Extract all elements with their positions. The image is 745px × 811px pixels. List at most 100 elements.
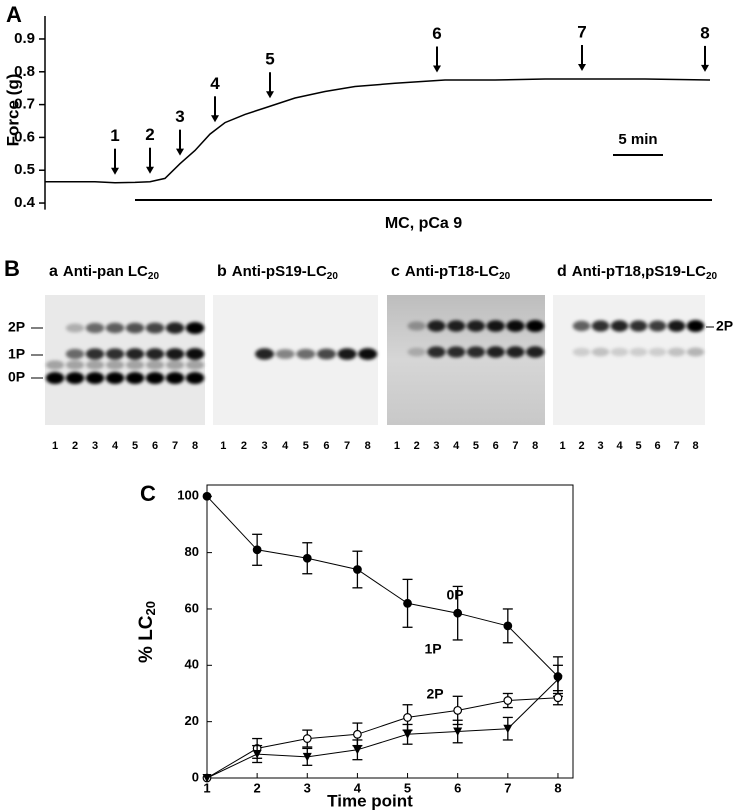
- blot-label-sub: 20: [327, 271, 339, 282]
- band: [85, 372, 105, 384]
- series-line: [206, 495, 559, 677]
- data-point: [352, 745, 362, 755]
- band: [65, 323, 85, 333]
- x-tick-label: 5: [404, 780, 411, 795]
- panel-letter: B: [4, 256, 20, 281]
- band: [105, 322, 125, 334]
- time-point-label: 4: [210, 74, 220, 93]
- time-point-label: 7: [577, 22, 586, 41]
- arrow-head: [176, 148, 184, 156]
- band: [447, 320, 466, 332]
- data-point: [453, 705, 463, 715]
- x-tick-label: 2: [254, 780, 261, 795]
- band: [629, 347, 648, 357]
- band: [125, 348, 145, 360]
- band-label: 2P: [8, 319, 25, 335]
- lane-label: 3: [92, 440, 98, 452]
- arrow-head: [211, 115, 219, 123]
- time-point-label: 3: [175, 107, 184, 126]
- lane-label: 5: [132, 440, 138, 452]
- arrow-head: [701, 64, 709, 72]
- band: [185, 348, 205, 360]
- arrow-head: [433, 65, 441, 73]
- band: [65, 372, 85, 384]
- band: [407, 347, 426, 357]
- lane-label: 1: [559, 440, 565, 452]
- y-axis-label-sub: 20: [143, 601, 158, 615]
- data-point: [302, 734, 312, 743]
- band: [486, 320, 505, 332]
- scale-bar-label: 5 min: [618, 131, 657, 148]
- y-tick-label: 0.6: [14, 128, 35, 145]
- band: [407, 321, 426, 331]
- y-tick-label: 0.9: [14, 30, 35, 47]
- lane-label: 6: [152, 440, 158, 452]
- y-tick-label: 0.4: [14, 194, 36, 211]
- x-axis-label: Time point: [327, 791, 413, 810]
- band: [667, 347, 686, 357]
- data-point: [503, 696, 513, 705]
- band: [45, 360, 65, 370]
- y-tick-label: 40: [185, 657, 199, 672]
- blot-label: Anti-pan LC: [63, 263, 148, 280]
- data-point: [453, 608, 463, 618]
- band: [572, 347, 591, 357]
- band-label: 2P: [716, 318, 733, 334]
- lane-label: 6: [654, 440, 660, 452]
- band: [255, 348, 275, 360]
- band: [65, 348, 85, 360]
- lane-label: 4: [453, 440, 460, 452]
- band-label: 0P: [8, 369, 25, 385]
- data-point: [302, 553, 312, 563]
- band: [165, 360, 185, 370]
- x-tick-label: 4: [354, 780, 362, 795]
- band: [145, 348, 165, 360]
- lane-label: 8: [365, 440, 371, 452]
- data-point: [302, 752, 312, 762]
- series-label: 0P: [446, 587, 463, 603]
- time-point-label: 5: [265, 50, 274, 69]
- blot-title: a Anti-pan LC20: [49, 263, 159, 282]
- blot-title: d Anti-pT18,pS19-LC20: [557, 263, 718, 282]
- data-point: [252, 750, 262, 759]
- data-point: [202, 491, 212, 501]
- x-tick-label: 3: [304, 780, 311, 795]
- blot-label-sub: 20: [499, 271, 511, 282]
- band: [85, 360, 105, 370]
- data-point: [353, 729, 362, 739]
- band: [648, 347, 667, 357]
- y-tick-label: 20: [185, 713, 199, 728]
- lane-label: 8: [192, 440, 198, 452]
- lane-label: 3: [433, 440, 439, 452]
- lane-label: 4: [282, 440, 289, 452]
- band: [125, 372, 145, 384]
- band: [65, 360, 85, 370]
- band: [686, 347, 705, 357]
- blot-title: c Anti-pT18-LC20: [391, 263, 511, 282]
- lane-label: 3: [597, 440, 603, 452]
- band: [165, 348, 185, 360]
- data-point: [503, 621, 513, 631]
- band: [145, 322, 165, 334]
- blot-title: b Anti-pS19-LC20: [217, 263, 338, 282]
- lane-label: 1: [220, 440, 226, 452]
- panel-letter: C: [140, 481, 156, 506]
- y-tick-label: 0.7: [14, 96, 35, 113]
- blot: [553, 295, 705, 425]
- band: [591, 347, 610, 357]
- band: [506, 346, 525, 358]
- y-tick-label: 60: [185, 600, 199, 615]
- band: [145, 360, 165, 370]
- y-axis-label-main: % LC: [136, 615, 157, 663]
- band: [466, 320, 485, 332]
- plot-frame: [206, 484, 574, 779]
- band: [85, 322, 105, 334]
- blot-label-sub: 20: [148, 271, 160, 282]
- lane-label: 3: [262, 440, 268, 452]
- band: [145, 372, 165, 384]
- time-point-label: 1: [110, 126, 119, 145]
- y-tick-label: 100: [177, 488, 199, 503]
- band: [358, 348, 378, 360]
- band: [686, 320, 705, 332]
- band: [572, 320, 591, 332]
